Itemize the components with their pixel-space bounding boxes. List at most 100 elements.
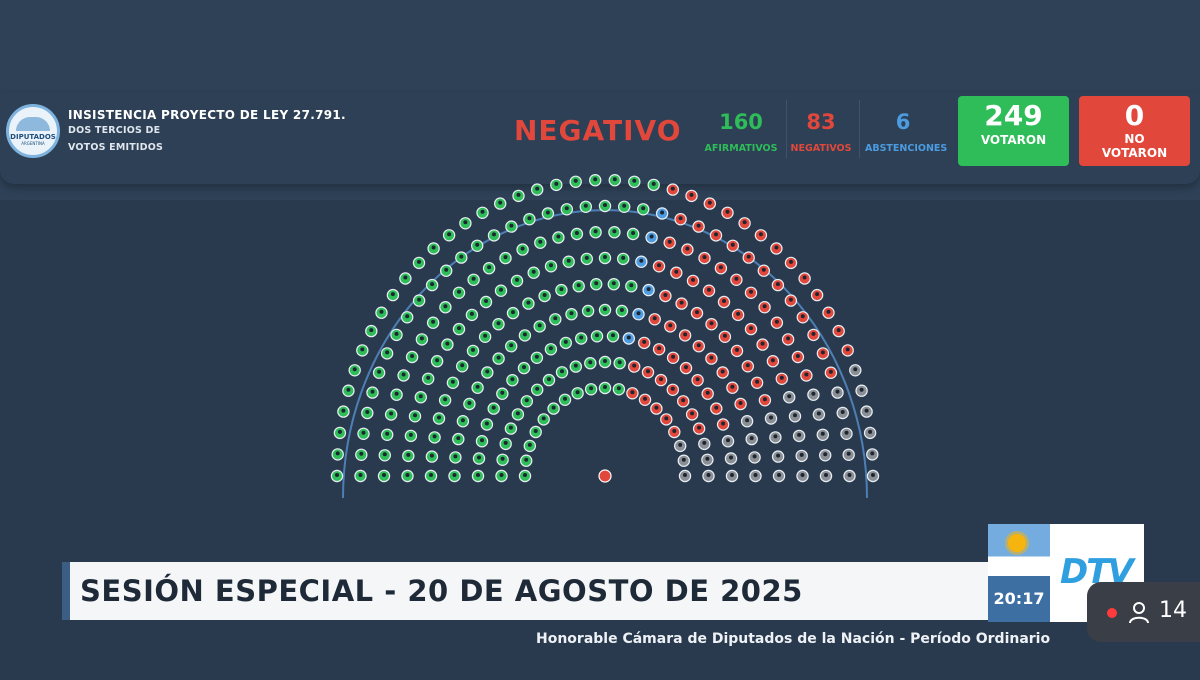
seat-avatar-icon bbox=[553, 316, 558, 321]
abstenciones-count: 6 bbox=[895, 110, 911, 134]
viewer-counter[interactable]: 14 bbox=[1087, 582, 1200, 642]
seat-avatar-icon bbox=[612, 229, 617, 234]
seat-avatar-icon bbox=[370, 389, 375, 394]
seat-avatar-icon bbox=[534, 354, 539, 359]
seat-avatar-icon bbox=[761, 267, 766, 272]
seat-avatar-icon bbox=[559, 287, 564, 292]
seat-avatar-icon bbox=[500, 456, 505, 461]
seat-avatar-icon bbox=[671, 354, 676, 359]
seat-avatar-icon bbox=[828, 369, 833, 374]
stat-afirmativos: 160 AFIRMATIVOS bbox=[703, 110, 779, 154]
no-votaron-label-1: NO bbox=[1124, 132, 1145, 146]
seat-avatar-icon bbox=[679, 300, 684, 305]
seat-avatar-icon bbox=[447, 232, 452, 237]
vote-result: NEGATIVO bbox=[514, 114, 682, 147]
seat-avatar-icon bbox=[586, 308, 591, 312]
seat-avatar-icon bbox=[516, 192, 521, 197]
logo-subname: ARGENTINA bbox=[21, 140, 45, 146]
seat-avatar-icon bbox=[670, 386, 675, 391]
seat-avatar-icon bbox=[786, 336, 791, 341]
seat-avatar-icon bbox=[611, 333, 615, 338]
seat-avatar-icon bbox=[556, 234, 561, 239]
seat-avatar-icon bbox=[500, 390, 505, 395]
seat-avatar-icon bbox=[551, 405, 556, 410]
seat-avatar-icon bbox=[537, 323, 542, 328]
seat-avatar-icon bbox=[726, 438, 730, 443]
seat-avatar-icon bbox=[563, 339, 568, 344]
logo-arc-icon bbox=[16, 116, 50, 131]
seat-avatar-icon bbox=[654, 405, 659, 410]
seat-avatar-icon bbox=[632, 363, 637, 368]
seat-avatar-icon bbox=[603, 307, 607, 311]
session-title: SESIÓN ESPECIAL - 20 DE AGOSTO DE 2025 bbox=[80, 574, 803, 608]
afirmativos-count: 160 bbox=[719, 110, 763, 134]
seat-avatar-icon bbox=[533, 429, 538, 433]
seat-avatar-icon bbox=[639, 258, 644, 263]
seat-avatar-icon bbox=[431, 319, 436, 324]
seat-avatar-icon bbox=[469, 311, 474, 316]
seat-avatar-icon bbox=[443, 304, 448, 309]
seat-avatar-icon bbox=[475, 384, 480, 389]
seat-avatar-icon bbox=[576, 283, 581, 288]
seat-avatar-icon bbox=[840, 410, 845, 414]
seat-avatar-icon bbox=[612, 177, 617, 182]
seat-avatar-icon bbox=[641, 206, 646, 211]
seat-avatar-icon bbox=[684, 365, 688, 370]
seat-avatar-icon bbox=[485, 369, 490, 374]
seat-avatar-icon bbox=[789, 259, 793, 264]
seat-avatar-icon bbox=[649, 234, 654, 239]
seat-avatar-icon bbox=[437, 415, 441, 420]
seat-avatar-icon bbox=[484, 421, 489, 426]
votaron-count: 249 bbox=[984, 99, 1043, 132]
broadcast-clock: 20:17 bbox=[988, 576, 1050, 622]
seat-avatar-icon bbox=[674, 269, 679, 274]
seat-avatar-icon bbox=[515, 277, 519, 282]
votaron-box: 249 VOTARON bbox=[958, 96, 1069, 166]
seat-avatar-icon bbox=[749, 326, 753, 331]
seat-avatar-icon bbox=[690, 411, 695, 416]
seat-avatar-icon bbox=[847, 473, 852, 477]
seat-avatar-icon bbox=[429, 473, 433, 477]
seat-avatar-icon bbox=[460, 418, 465, 423]
seat-avatar-icon bbox=[522, 332, 527, 337]
seat-avatar-icon bbox=[593, 177, 598, 182]
seat-avatar-icon bbox=[697, 425, 702, 430]
seat-avatar-icon bbox=[499, 473, 504, 477]
seat-avatar-icon bbox=[460, 363, 465, 368]
seat-avatar-icon bbox=[496, 321, 501, 326]
seat-avatar-icon bbox=[346, 387, 351, 392]
seat-avatar-icon bbox=[523, 473, 527, 477]
seat-avatar-icon bbox=[643, 396, 647, 401]
seat-avatar-icon bbox=[745, 418, 750, 423]
seat-avatar-icon bbox=[735, 347, 739, 352]
seat-avatar-icon bbox=[603, 255, 607, 259]
seat-avatar-icon bbox=[815, 292, 820, 297]
seat-avatar-icon bbox=[335, 473, 339, 477]
seat-avatar-icon bbox=[498, 200, 503, 205]
seat-avatar-icon bbox=[657, 263, 661, 268]
seat-avatar-icon bbox=[480, 438, 484, 443]
seat-avatar-icon bbox=[709, 355, 714, 360]
seat-avatar-icon bbox=[738, 401, 743, 405]
seat-avatar-icon bbox=[535, 386, 540, 391]
seat-avatar-icon bbox=[752, 454, 757, 459]
seat-avatar-icon bbox=[365, 410, 370, 414]
seat-avatar-icon bbox=[594, 281, 599, 286]
seat-avatar-icon bbox=[795, 354, 800, 358]
seat-president[interactable] bbox=[598, 469, 612, 483]
negativos-label: NEGATIVOS bbox=[790, 143, 852, 154]
seat-avatar-icon bbox=[452, 473, 457, 477]
seat-avatar-icon bbox=[636, 311, 641, 316]
seat-avatar-icon bbox=[487, 265, 492, 270]
seat-avatar-icon bbox=[575, 390, 580, 395]
seat-avatar-icon bbox=[588, 360, 593, 365]
seat-avatar-icon bbox=[846, 451, 851, 456]
seat-avatar-icon bbox=[736, 311, 741, 316]
seat-avatar-icon bbox=[721, 421, 726, 426]
seat-avatar-icon bbox=[603, 203, 607, 207]
seat-avatar-icon bbox=[560, 369, 564, 374]
seat-avatar-icon bbox=[845, 347, 850, 352]
stat-divider bbox=[786, 100, 787, 158]
seat-avatar-icon bbox=[695, 310, 699, 315]
